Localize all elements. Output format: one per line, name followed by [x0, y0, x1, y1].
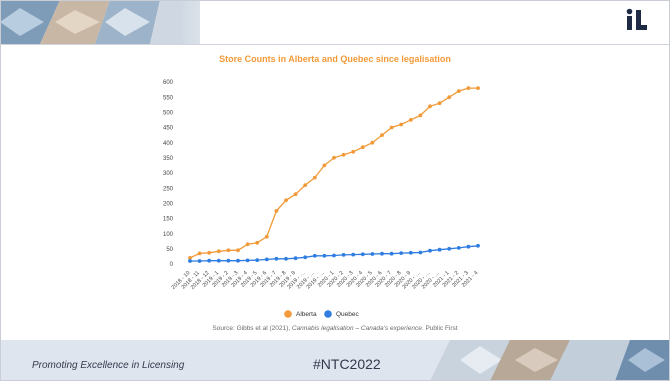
il-logo-icon [626, 8, 647, 30]
data-point-quebec [389, 251, 394, 256]
data-point-quebec [428, 248, 432, 253]
data-point-alberta [236, 248, 240, 253]
data-point-quebec [466, 244, 471, 249]
data-point-quebec [197, 259, 202, 263]
y-tick-label: 450 [163, 126, 174, 132]
header-band [0, 0, 670, 45]
data-point-quebec [284, 256, 288, 261]
y-tick-label: 150 [163, 217, 174, 223]
data-point-quebec [360, 252, 365, 257]
data-point-quebec [437, 247, 442, 252]
data-point-alberta [341, 152, 346, 157]
data-point-alberta [476, 86, 480, 90]
data-point-alberta [399, 122, 404, 127]
data-point-alberta [197, 251, 202, 256]
source-prefix: Source: Gibbs et al (2021), [212, 325, 292, 332]
source-citation: Source: Gibbs et al (2021), Cannabis leg… [0, 325, 670, 332]
legend-label-alberta: Alberta [296, 311, 317, 318]
data-point-quebec [456, 246, 461, 250]
y-tick-label: 400 [163, 141, 174, 147]
data-point-alberta [274, 209, 279, 213]
data-point-alberta [437, 101, 442, 106]
data-point-alberta [284, 198, 288, 203]
data-point-quebec [380, 251, 384, 256]
data-point-alberta [245, 242, 250, 247]
data-point-alberta [370, 140, 375, 145]
data-point-quebec [408, 250, 413, 255]
footer-photo-collage [430, 340, 670, 381]
y-tick-label: 100 [163, 232, 174, 238]
data-point-alberta [303, 183, 308, 188]
data-point-alberta [466, 86, 471, 90]
data-point-quebec [216, 258, 221, 263]
y-tick-label: 300 [163, 171, 174, 177]
source-title: Cannabis legalisation – Canada’s experie… [291, 325, 422, 332]
y-tick-label: 0 [170, 262, 174, 268]
data-point-quebec [332, 253, 336, 258]
y-tick-label: 600 [163, 80, 174, 86]
footer-hashtag: #NTC2022 [313, 356, 381, 372]
data-point-alberta [456, 89, 461, 93]
data-point-alberta [428, 104, 432, 109]
data-point-quebec [312, 253, 317, 258]
data-point-quebec [264, 257, 269, 262]
data-point-quebec [370, 252, 375, 256]
data-point-alberta [264, 234, 269, 239]
footer-tagline: Promoting Excellence in Licensing [32, 360, 185, 371]
y-tick-label: 50 [166, 247, 173, 253]
data-point-quebec [447, 246, 452, 251]
data-point-alberta [360, 145, 365, 150]
legend-swatch-alberta [284, 310, 292, 318]
data-point-quebec [476, 243, 480, 248]
data-point-quebec [236, 258, 240, 263]
data-point-alberta [207, 250, 212, 255]
data-point-alberta [380, 133, 384, 138]
series-line-alberta [189, 87, 478, 259]
data-point-quebec [341, 253, 346, 257]
data-point-alberta [322, 163, 327, 168]
data-point-quebec [274, 256, 279, 261]
series-line-quebec [190, 245, 479, 262]
data-point-alberta [293, 192, 298, 197]
data-point-quebec [322, 253, 327, 258]
data-point-quebec [293, 256, 298, 261]
data-point-quebec [207, 258, 212, 263]
data-point-quebec [303, 255, 308, 260]
data-point-alberta [408, 118, 413, 122]
data-point-quebec [418, 250, 423, 255]
data-point-alberta [312, 175, 317, 180]
line-chart: 0501001502002503003504004505005506002018… [163, 80, 480, 318]
data-point-alberta [226, 248, 231, 253]
data-point-quebec [245, 258, 250, 263]
chart-title: Store Counts in Alberta and Quebec since… [219, 54, 451, 64]
data-point-alberta [447, 95, 452, 100]
y-tick-label: 500 [163, 111, 174, 117]
legend-swatch-quebec [324, 310, 332, 318]
y-tick-label: 200 [163, 202, 174, 208]
source-suffix: . Public First [421, 325, 458, 332]
data-point-quebec [351, 252, 356, 257]
y-tick-label: 550 [163, 95, 174, 101]
header-fade [180, 0, 260, 44]
data-point-alberta [188, 256, 192, 260]
data-point-quebec [399, 251, 404, 256]
data-point-quebec [255, 258, 260, 262]
data-point-alberta [216, 249, 221, 254]
data-point-alberta [351, 149, 356, 154]
data-point-alberta [255, 240, 260, 245]
data-point-alberta [332, 155, 336, 160]
data-point-alberta [418, 113, 423, 118]
y-tick-label: 350 [163, 156, 174, 162]
y-tick-label: 250 [163, 186, 174, 192]
legend-label-quebec: Quebec [336, 311, 360, 318]
data-point-quebec [188, 259, 192, 263]
data-point-alberta [389, 125, 394, 130]
data-point-quebec [226, 258, 231, 263]
